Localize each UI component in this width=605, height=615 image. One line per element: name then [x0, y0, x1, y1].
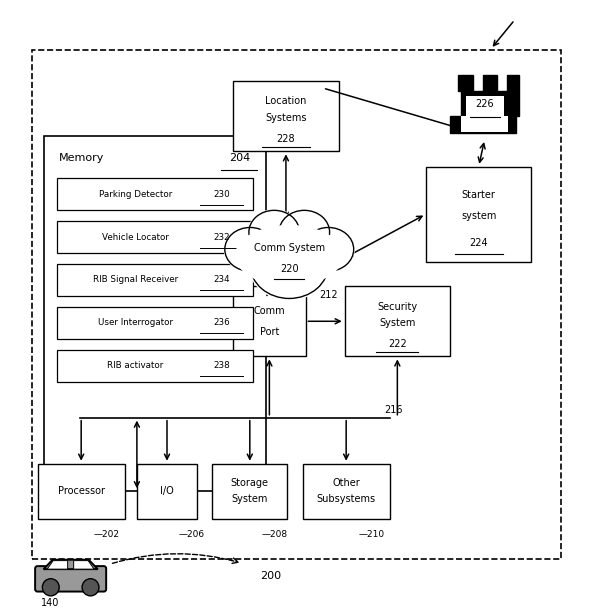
- Ellipse shape: [224, 226, 276, 272]
- Text: 238: 238: [214, 361, 230, 370]
- Text: 234: 234: [214, 276, 230, 285]
- Text: 228: 228: [276, 133, 295, 144]
- Text: User Interrogator: User Interrogator: [98, 319, 173, 327]
- Ellipse shape: [302, 226, 355, 272]
- Text: Systems: Systems: [265, 113, 307, 122]
- Polygon shape: [74, 561, 94, 569]
- FancyBboxPatch shape: [44, 136, 266, 491]
- Text: System: System: [379, 318, 416, 328]
- Text: Processor: Processor: [57, 486, 105, 496]
- Text: system: system: [461, 211, 496, 221]
- Text: 216: 216: [384, 405, 402, 415]
- Text: 236: 236: [214, 319, 230, 327]
- Text: Other: Other: [332, 478, 360, 488]
- Text: —202: —202: [93, 530, 119, 539]
- Text: 140: 140: [41, 598, 59, 608]
- Ellipse shape: [235, 225, 344, 286]
- Polygon shape: [47, 561, 68, 569]
- Text: 220: 220: [280, 264, 298, 274]
- Text: Storage: Storage: [231, 478, 269, 488]
- Text: 224: 224: [469, 237, 488, 248]
- Ellipse shape: [247, 209, 301, 255]
- Text: Vehicle Locator: Vehicle Locator: [102, 232, 169, 242]
- Text: 230: 230: [214, 190, 230, 199]
- Text: —206: —206: [179, 530, 205, 539]
- Text: Comm System: Comm System: [253, 243, 325, 253]
- FancyBboxPatch shape: [426, 167, 531, 261]
- Text: Location: Location: [265, 96, 307, 106]
- Text: 222: 222: [388, 339, 407, 349]
- FancyBboxPatch shape: [38, 464, 125, 518]
- Text: —210: —210: [358, 530, 384, 539]
- Ellipse shape: [248, 229, 330, 301]
- Text: RIB Signal Receiver: RIB Signal Receiver: [93, 276, 178, 285]
- Text: Security: Security: [378, 302, 417, 312]
- Text: Port: Port: [260, 327, 279, 337]
- Text: —208: —208: [262, 530, 288, 539]
- FancyBboxPatch shape: [137, 464, 197, 518]
- FancyBboxPatch shape: [234, 81, 339, 151]
- Text: Comm: Comm: [253, 306, 285, 315]
- Polygon shape: [461, 97, 508, 132]
- FancyBboxPatch shape: [35, 566, 106, 592]
- Text: 204: 204: [229, 153, 250, 163]
- Ellipse shape: [278, 209, 331, 255]
- Text: I/O: I/O: [160, 486, 174, 496]
- Text: 212: 212: [319, 290, 338, 300]
- FancyBboxPatch shape: [57, 307, 253, 339]
- Circle shape: [82, 579, 99, 596]
- FancyBboxPatch shape: [345, 286, 450, 357]
- Text: Subsystems: Subsystems: [316, 494, 376, 504]
- Text: Memory: Memory: [59, 153, 104, 163]
- Text: 232: 232: [214, 232, 230, 242]
- FancyBboxPatch shape: [57, 178, 253, 210]
- Text: Parking Detector: Parking Detector: [99, 190, 172, 199]
- Circle shape: [42, 579, 59, 596]
- Text: 200: 200: [260, 571, 281, 581]
- FancyBboxPatch shape: [302, 464, 390, 518]
- Polygon shape: [450, 75, 519, 133]
- FancyBboxPatch shape: [57, 264, 253, 296]
- Text: Starter: Starter: [462, 190, 495, 200]
- FancyBboxPatch shape: [57, 350, 253, 381]
- Text: 226: 226: [476, 99, 494, 109]
- Text: RIB activator: RIB activator: [107, 361, 163, 370]
- FancyBboxPatch shape: [57, 221, 253, 253]
- Polygon shape: [44, 560, 98, 569]
- FancyBboxPatch shape: [212, 464, 287, 518]
- Text: System: System: [232, 494, 268, 504]
- FancyBboxPatch shape: [234, 286, 306, 357]
